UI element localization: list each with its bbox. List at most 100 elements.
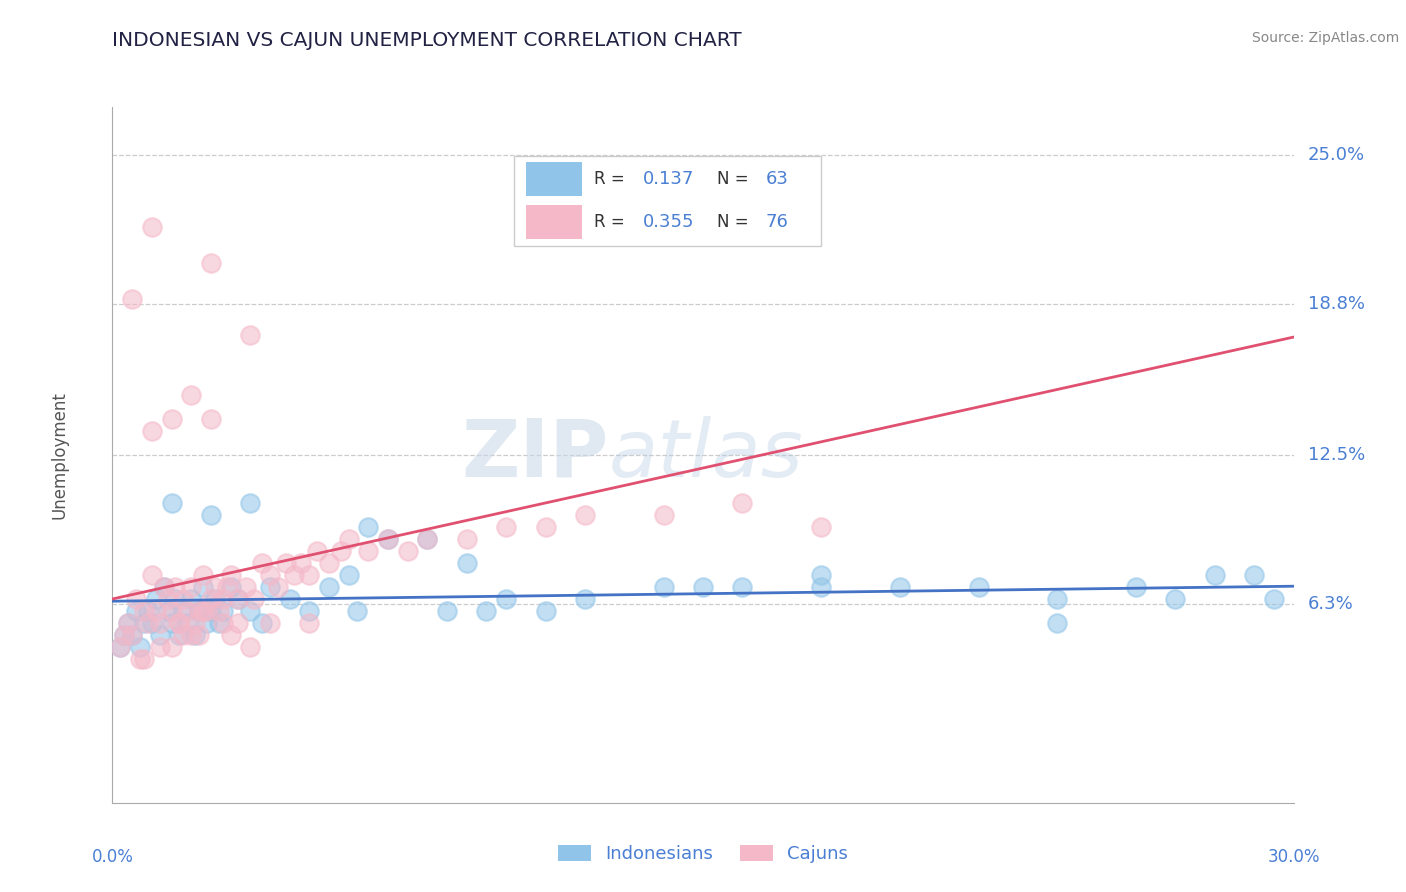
Point xyxy=(110,640,132,654)
Point xyxy=(235,580,257,594)
Point xyxy=(156,591,179,606)
Text: 0.0%: 0.0% xyxy=(91,848,134,866)
Point xyxy=(172,604,194,618)
Point xyxy=(239,640,262,654)
Text: 30.0%: 30.0% xyxy=(1267,848,1320,866)
Point xyxy=(149,628,172,642)
Point xyxy=(290,556,312,570)
Point xyxy=(228,591,250,606)
Point xyxy=(810,520,832,534)
Point xyxy=(475,604,498,618)
Point xyxy=(188,628,211,642)
Point xyxy=(1204,567,1226,582)
Point xyxy=(132,652,155,666)
Point xyxy=(208,615,231,630)
Point xyxy=(731,496,754,510)
Text: 0.137: 0.137 xyxy=(643,170,695,188)
Point xyxy=(259,615,281,630)
Point xyxy=(652,508,675,522)
Text: N =: N = xyxy=(717,170,754,188)
Point xyxy=(250,556,273,570)
Point xyxy=(250,615,273,630)
Point xyxy=(267,580,290,594)
FancyBboxPatch shape xyxy=(526,162,582,196)
Point xyxy=(357,544,380,558)
Point xyxy=(377,532,399,546)
Point xyxy=(169,615,191,630)
Point xyxy=(215,580,238,594)
Point xyxy=(149,640,172,654)
Point xyxy=(1164,591,1187,606)
Point xyxy=(160,496,183,510)
Point xyxy=(195,615,218,630)
Point xyxy=(259,567,281,582)
Point xyxy=(141,567,163,582)
Point xyxy=(239,604,262,618)
Point xyxy=(172,628,194,642)
Point xyxy=(165,580,187,594)
Point xyxy=(149,615,172,630)
Point xyxy=(278,591,301,606)
Text: 63: 63 xyxy=(766,170,789,188)
Text: R =: R = xyxy=(593,213,630,231)
Point xyxy=(160,615,183,630)
Point xyxy=(169,628,191,642)
Point xyxy=(200,256,222,270)
Point xyxy=(274,556,297,570)
Point xyxy=(228,615,250,630)
Point xyxy=(534,604,557,618)
Point xyxy=(534,520,557,534)
Text: Source: ZipAtlas.com: Source: ZipAtlas.com xyxy=(1251,31,1399,45)
Point xyxy=(396,544,419,558)
Text: 12.5%: 12.5% xyxy=(1308,446,1365,464)
Point xyxy=(456,532,478,546)
Point xyxy=(117,615,139,630)
Point xyxy=(731,580,754,594)
Point xyxy=(200,412,222,426)
Point xyxy=(172,591,194,606)
Point xyxy=(184,628,207,642)
Point xyxy=(160,640,183,654)
Point xyxy=(169,615,191,630)
Point xyxy=(165,591,187,606)
Point xyxy=(121,292,143,306)
Point xyxy=(129,640,152,654)
Point xyxy=(117,615,139,630)
Text: 25.0%: 25.0% xyxy=(1308,146,1365,164)
Point xyxy=(219,628,242,642)
Text: INDONESIAN VS CAJUN UNEMPLOYMENT CORRELATION CHART: INDONESIAN VS CAJUN UNEMPLOYMENT CORRELA… xyxy=(112,31,742,50)
Point xyxy=(112,628,135,642)
Point xyxy=(346,604,368,618)
FancyBboxPatch shape xyxy=(526,204,582,239)
Point xyxy=(1125,580,1147,594)
Point xyxy=(160,604,183,618)
Point xyxy=(652,580,675,594)
Point xyxy=(112,628,135,642)
Point xyxy=(495,591,517,606)
Point xyxy=(184,615,207,630)
Point xyxy=(191,580,214,594)
Point xyxy=(219,580,242,594)
Point xyxy=(204,580,226,594)
Point xyxy=(318,580,340,594)
Point xyxy=(176,604,198,618)
Point xyxy=(200,604,222,618)
Point xyxy=(228,591,250,606)
Point xyxy=(121,628,143,642)
Text: 18.8%: 18.8% xyxy=(1308,294,1365,313)
Point xyxy=(239,496,262,510)
Point xyxy=(243,591,266,606)
Point xyxy=(692,580,714,594)
Point xyxy=(889,580,911,594)
Point xyxy=(283,567,305,582)
Point xyxy=(136,604,159,618)
Point xyxy=(160,412,183,426)
Point xyxy=(191,567,214,582)
FancyBboxPatch shape xyxy=(515,156,821,246)
Point xyxy=(152,580,174,594)
Point xyxy=(211,604,233,618)
Point xyxy=(329,544,352,558)
Text: atlas: atlas xyxy=(609,416,803,494)
Point xyxy=(307,544,329,558)
Point xyxy=(436,604,458,618)
